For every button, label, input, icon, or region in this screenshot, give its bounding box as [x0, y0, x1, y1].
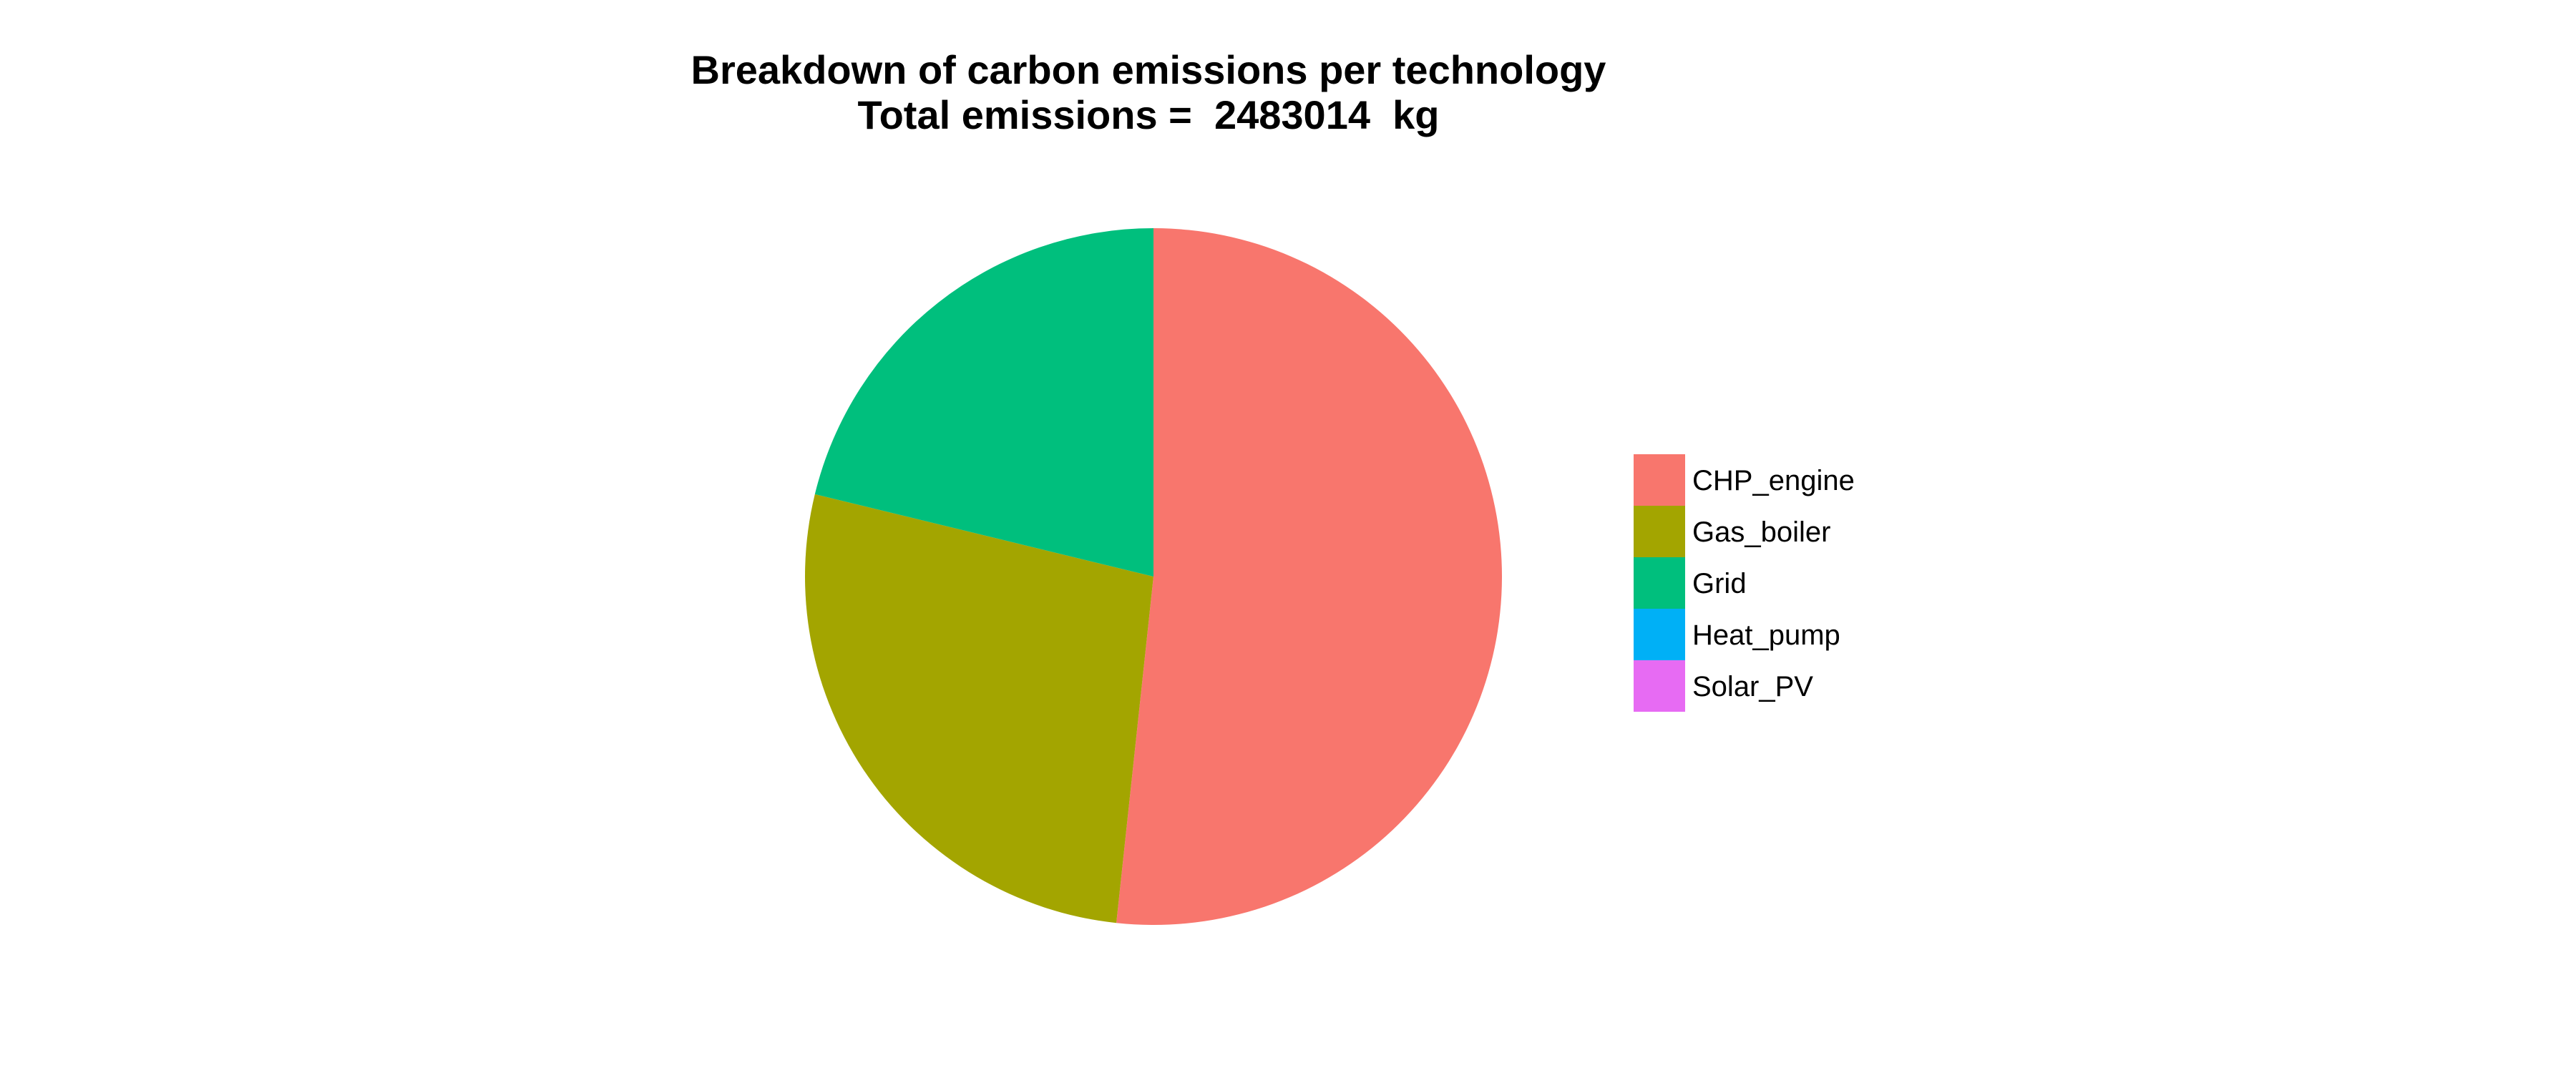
pie-slice-chp-engine	[1116, 228, 1503, 926]
legend-key-gas-boiler	[1634, 506, 1685, 557]
legend-label-chp-engine: CHP_engine	[1692, 465, 1855, 496]
legend: CHP_engine Gas_boiler Grid Heat_pump Solar_P…	[1634, 454, 1855, 712]
legend-key-chp-engine	[1634, 454, 1685, 506]
pie-slice-grid	[814, 228, 1153, 577]
legend-label-heat-pump: Heat_pump	[1692, 619, 1840, 651]
legend-label-grid: Grid	[1692, 568, 1747, 599]
legend-key-heat-pump	[1634, 609, 1685, 660]
legend-label-gas-boiler: Gas_boiler	[1692, 516, 1830, 548]
pie-slice-gas-boiler	[804, 494, 1153, 923]
legend-key-grid	[1634, 557, 1685, 609]
legend-key-solar-pv	[1634, 660, 1685, 712]
pie-slices	[804, 228, 1503, 926]
legend-label-solar-pv: Solar_PV	[1692, 671, 1813, 702]
chart-title: Breakdown of carbon emissions per techno…	[691, 47, 1606, 92]
chart-subtitle: Total emissions = 2483014 kg	[858, 92, 1440, 137]
